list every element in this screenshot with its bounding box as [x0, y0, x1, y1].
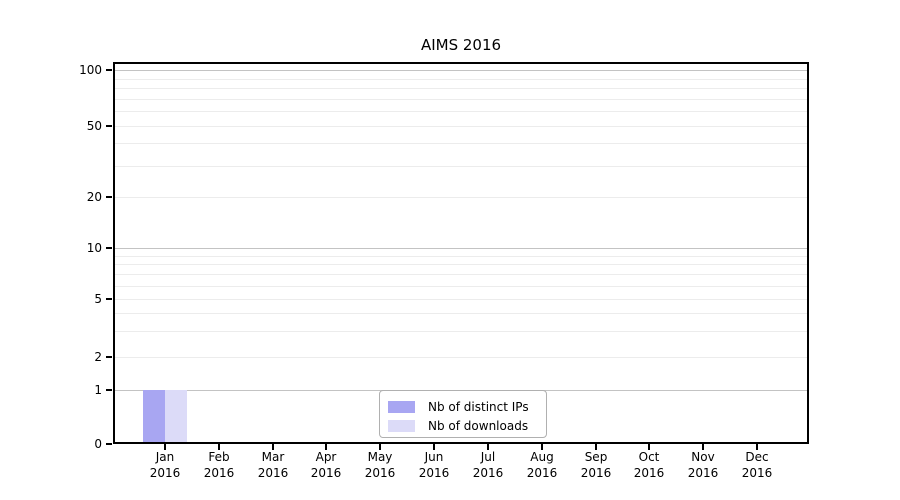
month-name: Jul [480, 450, 496, 464]
month-name: Oct [638, 450, 660, 464]
y-gridline-minor [115, 143, 807, 144]
y-gridline-minor [115, 274, 807, 275]
x-tick-mark [702, 444, 704, 450]
y-tick-mark [106, 196, 112, 198]
y-gridline-minor [115, 331, 807, 332]
bar-nb-of-downloads [165, 390, 187, 444]
x-tick-label-jun: Jun 2016 [402, 449, 466, 481]
y-gridline-minor [115, 126, 807, 127]
x-tick-label-jul: Jul 2016 [456, 449, 520, 481]
x-tick-mark [164, 444, 166, 450]
x-tick-label-dec: Dec 2016 [725, 449, 789, 481]
x-tick-mark [487, 444, 489, 450]
y-gridline-minor [115, 357, 807, 358]
x-tick-mark [218, 444, 220, 450]
y-tick-label: 0 [94, 437, 102, 451]
legend-item: Nb of distinct IPs [388, 397, 546, 416]
y-tick-mark [106, 69, 112, 71]
bar-nb-of-distinct-ips [143, 390, 165, 444]
month-year: 2016 [472, 466, 504, 480]
month-name: Apr [315, 450, 337, 464]
month-year: 2016 [741, 466, 773, 480]
x-tick-label-nov: Nov 2016 [671, 449, 735, 481]
x-tick-mark [433, 444, 435, 450]
y-gridline-minor [115, 166, 807, 167]
y-tick-mark [106, 389, 112, 391]
y-gridline-minor [115, 313, 807, 314]
y-gridline-minor [115, 197, 807, 198]
x-tick-mark [595, 444, 597, 450]
month-year: 2016 [364, 466, 396, 480]
month-name: Aug [530, 450, 554, 464]
x-tick-label-jan: Jan 2016 [133, 449, 197, 481]
y-tick-label: 20 [86, 190, 102, 204]
month-year: 2016 [203, 466, 235, 480]
x-tick-label-apr: Apr 2016 [294, 449, 358, 481]
y-tick-mark [106, 125, 112, 127]
y-gridline-minor [115, 79, 807, 80]
month-name: Feb [208, 450, 230, 464]
y-gridline-minor [115, 99, 807, 100]
y-gridline-minor [115, 264, 807, 265]
y-tick-mark [106, 443, 112, 445]
x-tick-mark [325, 444, 327, 450]
chart-title: AIMS 2016 [420, 36, 502, 54]
month-year: 2016 [257, 466, 289, 480]
month-name: May [367, 450, 393, 464]
month-year: 2016 [418, 466, 450, 480]
month-year: 2016 [310, 466, 342, 480]
y-tick-mark [106, 247, 112, 249]
plot-border [113, 62, 809, 444]
x-tick-label-sep: Sep 2016 [564, 449, 628, 481]
x-tick-mark [541, 444, 543, 450]
y-gridline-minor [115, 88, 807, 89]
legend-item: Nb of downloads [388, 416, 546, 435]
y-tick-label: 5 [94, 292, 102, 306]
month-year: 2016 [580, 466, 612, 480]
month-year: 2016 [687, 466, 719, 480]
legend-label: Nb of downloads [428, 418, 529, 433]
y-gridline-minor [115, 299, 807, 300]
month-name: Dec [745, 450, 769, 464]
x-tick-mark [379, 444, 381, 450]
month-name: Mar [261, 450, 285, 464]
y-gridline-major [115, 248, 807, 249]
legend-swatch [388, 419, 415, 432]
month-year: 2016 [149, 466, 181, 480]
y-tick-label: 50 [86, 119, 102, 133]
legend-label: Nb of distinct IPs [428, 399, 529, 414]
x-tick-label-feb: Feb 2016 [187, 449, 251, 481]
y-tick-mark [106, 356, 112, 358]
month-year: 2016 [633, 466, 665, 480]
legend-swatch [388, 400, 415, 413]
legend: Nb of distinct IPs Nb of downloads [379, 390, 547, 438]
x-tick-mark [272, 444, 274, 450]
y-tick-label: 2 [94, 350, 102, 364]
x-tick-mark [648, 444, 650, 450]
month-name: Nov [691, 450, 715, 464]
y-tick-mark [106, 298, 112, 300]
x-tick-label-aug: Aug 2016 [510, 449, 574, 481]
y-tick-label: 10 [86, 241, 102, 255]
x-tick-label-oct: Oct 2016 [617, 449, 681, 481]
month-year: 2016 [526, 466, 558, 480]
y-gridline-minor [115, 256, 807, 257]
x-tick-label-mar: Mar 2016 [241, 449, 305, 481]
x-tick-label-may: May 2016 [348, 449, 412, 481]
y-tick-label: 1 [94, 383, 102, 397]
month-name: Jan [155, 450, 175, 464]
y-gridline-minor [115, 286, 807, 287]
y-gridline-minor [115, 111, 807, 112]
month-name: Sep [584, 450, 608, 464]
month-name: Jun [424, 450, 444, 464]
y-tick-label: 100 [79, 63, 102, 77]
y-gridline-major [115, 70, 807, 71]
x-tick-mark [756, 444, 758, 450]
